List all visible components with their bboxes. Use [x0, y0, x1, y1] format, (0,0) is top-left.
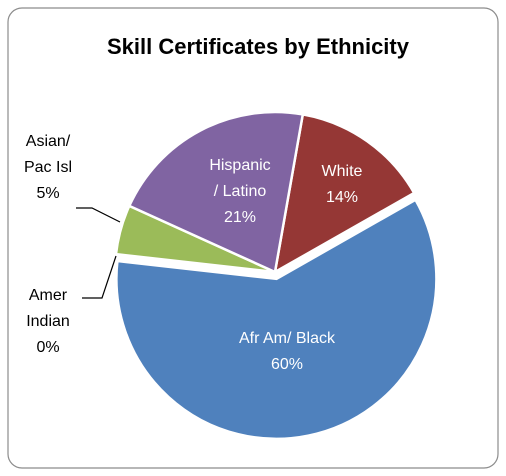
value-label: 0%: [36, 339, 60, 356]
slice-label: White 14%: [302, 159, 382, 211]
slice-label: Amer Indian 0%: [18, 283, 78, 361]
category-label: Asian/ Pac Isl: [23, 133, 72, 176]
category-label: Afr Am/ Black: [238, 330, 336, 347]
pie-slice: [273, 112, 416, 275]
value-label: 21%: [223, 209, 257, 226]
pie: [114, 110, 438, 441]
category-label: Amer Indian: [26, 287, 70, 330]
category-label: White: [321, 163, 363, 180]
value-label: 60%: [270, 356, 304, 373]
pie-slice: [127, 110, 305, 274]
pie-slice: [115, 198, 438, 441]
value-label: 5%: [36, 185, 60, 202]
category-label: Hispanic/ Latino: [209, 157, 271, 200]
slice-label: Asian/ Pac Isl 5%: [18, 129, 78, 207]
value-label: 14%: [325, 189, 359, 206]
leader-line: [76, 207, 121, 223]
leader-line: [82, 255, 117, 299]
chart-title: Skill Certificates by Ethnicity: [107, 34, 410, 59]
slice-label: Hispanic/ Latino 21%: [208, 153, 272, 231]
slice-label: Afr Am/ Black 60%: [237, 326, 337, 378]
